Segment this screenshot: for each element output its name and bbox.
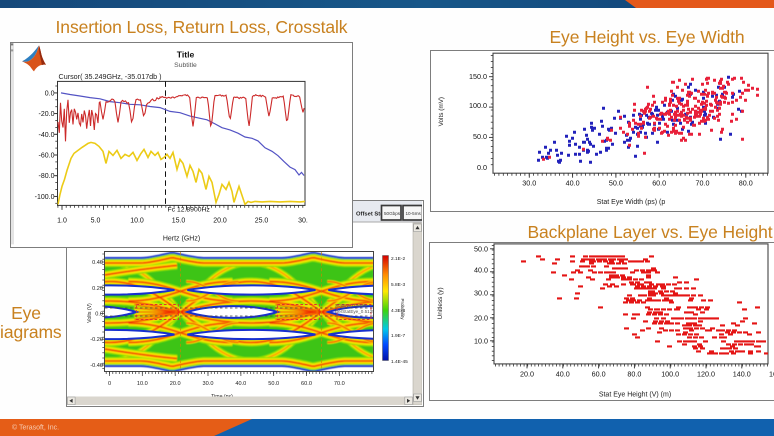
svg-text:-80.0: -80.0	[38, 173, 54, 180]
svg-text:1.0: 1.0	[57, 217, 67, 224]
svg-text:1.9E-7: 1.9E-7	[391, 333, 405, 339]
svg-text:70.0: 70.0	[695, 179, 709, 188]
svg-text:50.0: 50.0	[268, 381, 279, 387]
svg-text:0.0: 0.0	[44, 90, 54, 97]
svg-text:25.0: 25.0	[254, 217, 268, 224]
svg-text:15.0: 15.0	[171, 217, 185, 224]
svg-text:50Gbps: 50Gbps	[384, 211, 401, 216]
svg-text:Fc 12.8900Hz: Fc 12.8900Hz	[167, 206, 210, 213]
svg-text:4.3E-4: 4.3E-4	[391, 308, 405, 314]
svg-text:120.0: 120.0	[697, 369, 715, 378]
svg-text:-100.0: -100.0	[34, 194, 54, 201]
svg-text:-0.40: -0.40	[90, 363, 103, 369]
svg-text:0.40: 0.40	[92, 260, 103, 266]
svg-text:150.0: 150.0	[469, 72, 487, 81]
svg-text:20.0: 20.0	[170, 381, 181, 387]
svg-text:0.0: 0.0	[95, 312, 103, 318]
svg-text:Subtitle: Subtitle	[174, 62, 197, 69]
svg-text:10.0: 10.0	[130, 217, 144, 224]
svg-text:30.0: 30.0	[203, 381, 214, 387]
svg-text:Hertz (GHz): Hertz (GHz)	[162, 235, 199, 242]
svg-text:1.4E-45: 1.4E-45	[391, 359, 408, 365]
svg-text:Stat Eye Width (ps) (p: Stat Eye Width (ps) (p	[596, 199, 665, 206]
svg-text:60.0: 60.0	[592, 369, 606, 378]
svg-text:Stat Eye Height (V) (m): Stat Eye Height (V) (m)	[599, 391, 671, 398]
svg-text:60.0: 60.0	[652, 179, 666, 188]
svg-text:100.0: 100.0	[469, 101, 487, 110]
svg-text:30.0: 30.0	[474, 288, 488, 297]
svg-text:2.1E-2: 2.1E-2	[391, 256, 405, 262]
svg-text:40.0: 40.0	[556, 369, 570, 378]
svg-text:20.0: 20.0	[520, 369, 534, 378]
svg-text:40.0: 40.0	[474, 265, 488, 274]
svg-text:5.8E-3: 5.8E-3	[391, 282, 405, 288]
svg-text:40.0: 40.0	[235, 381, 246, 387]
svg-text:-40.0: -40.0	[38, 132, 54, 139]
svg-text:StatEye 0.5125: StatEye 0.5125	[335, 303, 367, 308]
svg-text:10.0: 10.0	[137, 381, 148, 387]
svg-text:140.0: 140.0	[733, 369, 751, 378]
svg-text:80.0: 80.0	[738, 179, 752, 188]
svg-text:Offset Step: Offset Step	[356, 212, 387, 218]
svg-text:Volts (V): Volts (V)	[87, 303, 93, 323]
svg-text:Probability: Probability	[400, 298, 405, 320]
svg-text:80.0: 80.0	[627, 369, 641, 378]
svg-text:Unitless (y): Unitless (y)	[437, 287, 444, 319]
svg-text:10-5ms: 10-5ms	[406, 211, 422, 216]
svg-text:50.0: 50.0	[474, 244, 488, 253]
svg-text:Volts (mV): Volts (mV)	[438, 97, 445, 126]
svg-text:0.20: 0.20	[92, 286, 103, 292]
svg-text:40.0: 40.0	[565, 179, 579, 188]
svg-text:70.0: 70.0	[334, 381, 345, 387]
svg-text:50.0: 50.0	[609, 179, 623, 188]
svg-text:50.0: 50.0	[473, 132, 487, 141]
svg-text:© Terasoft, Inc.: © Terasoft, Inc.	[12, 424, 59, 432]
svg-text:10.0: 10.0	[474, 336, 488, 345]
svg-text:0: 0	[108, 381, 111, 387]
svg-text:Title: Title	[176, 49, 194, 59]
svg-text:-60.0: -60.0	[38, 153, 54, 160]
svg-text:160: 160	[769, 369, 774, 378]
svg-text:100.0: 100.0	[661, 369, 679, 378]
svg-text:30.: 30.	[298, 217, 308, 224]
svg-text:0.0: 0.0	[477, 163, 487, 172]
svg-text:30.0: 30.0	[522, 179, 536, 188]
svg-text:60.0: 60.0	[301, 381, 312, 387]
svg-text:-0.20: -0.20	[90, 337, 103, 343]
svg-text:Cursor( 35.249GHz, -35.017db: Cursor( 35.249GHz, -35.017db )	[58, 72, 161, 81]
svg-text:BerStatEye_0.5125: BerStatEye_0.5125	[335, 309, 375, 314]
svg-text:20.0: 20.0	[213, 217, 227, 224]
svg-text:5.0: 5.0	[90, 217, 100, 224]
svg-text:20.0: 20.0	[474, 313, 488, 322]
svg-text:-20.0: -20.0	[38, 111, 54, 118]
